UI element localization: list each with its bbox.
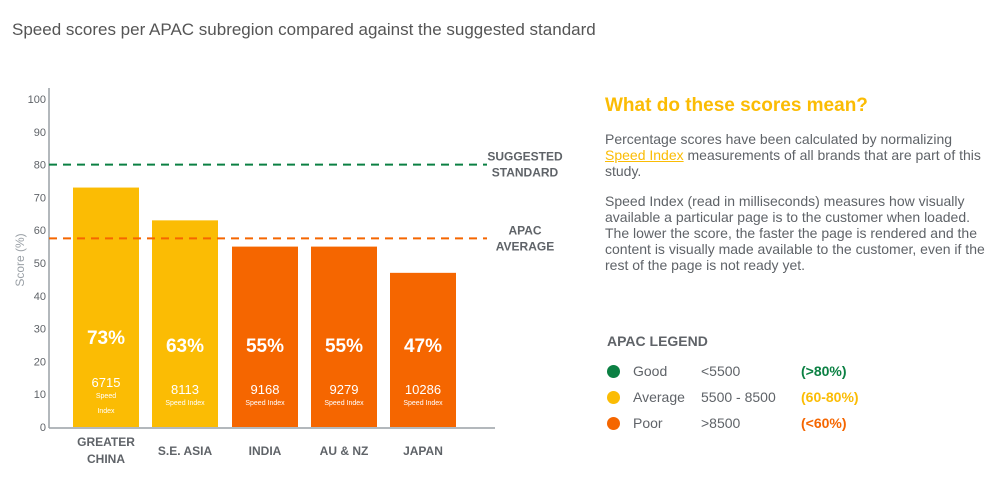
y-tick-label: 90 [34, 127, 46, 139]
speed-index-label: Speed Index [165, 400, 205, 407]
y-tick-label: 100 [28, 94, 46, 106]
reference-line-label: APAC [508, 223, 541, 237]
bar [232, 246, 298, 427]
legend-item: Average 5500 - 8500 (60-80%) [607, 384, 859, 410]
y-axis-label: Score (%) [13, 233, 27, 286]
y-tick-label: 30 [34, 324, 46, 336]
info-paragraph-2: Speed Index (read in milliseconds) measu… [605, 193, 985, 273]
x-tick-label: INDIA [249, 444, 282, 458]
x-tick-label: S.E. ASIA [158, 444, 213, 458]
legend-label: Poor [633, 415, 663, 431]
bar [311, 246, 377, 427]
speed-index-label: Index [97, 408, 115, 415]
legend-pct: (60-80%) [801, 389, 859, 405]
y-tick-label: 70 [34, 192, 46, 204]
legend-label: Average [633, 389, 685, 405]
info-text: measurements of all brands that are part… [605, 147, 981, 179]
bar-value-label: 55% [246, 336, 284, 357]
speed-index-value: 9168 [251, 382, 280, 397]
legend-range: >8500 [701, 415, 741, 431]
info-heading: What do these scores mean? [605, 95, 868, 116]
legend-label: Good [633, 363, 668, 379]
legend-dot [607, 416, 620, 430]
speed-index-value: 9279 [330, 382, 359, 397]
speed-index-value: 10286 [405, 382, 441, 397]
x-tick-label: GREATER [77, 435, 135, 449]
legend-pct: (<60%) [801, 415, 847, 431]
bar-value-label: 47% [404, 336, 442, 357]
legend-dot [607, 364, 620, 378]
legend-dot [607, 390, 620, 404]
y-tick-label: 0 [40, 422, 46, 434]
x-tick-label: CHINA [87, 452, 125, 466]
bar [152, 220, 218, 427]
legend: APAC LEGEND Good <5500 (>80%) Average 5500 -… [607, 333, 859, 436]
y-tick-label: 80 [34, 160, 46, 172]
speed-index-label: Speed [96, 393, 116, 400]
bar-value-label: 73% [87, 328, 125, 349]
y-tick-label: 10 [34, 389, 46, 401]
speed-index-label: Speed Index [403, 400, 443, 407]
speed-index-value: 6715 [92, 375, 121, 390]
speed-index-value: 8113 [171, 382, 199, 397]
page-title: Speed scores per APAC subregion compared… [12, 20, 596, 39]
y-tick-label: 60 [34, 225, 46, 237]
legend-item: Poor >8500 (<60%) [607, 410, 859, 436]
bar [73, 187, 139, 427]
reference-line-label: SUGGESTED [487, 150, 563, 164]
x-tick-label: AU & NZ [320, 444, 369, 458]
speed-index-link[interactable]: Speed Index [605, 147, 684, 163]
legend-title: APAC LEGEND [607, 333, 708, 349]
reference-line-label: AVERAGE [496, 239, 554, 253]
y-tick-label: 20 [34, 356, 46, 368]
info-text: Percentage scores have been calculated b… [605, 131, 953, 147]
bar [390, 272, 456, 427]
reference-line-label: STANDARD [492, 166, 559, 180]
y-tick-label: 50 [34, 258, 46, 270]
legend-pct: (>80%) [801, 363, 847, 379]
bar-value-label: 63% [166, 336, 204, 357]
x-tick-label: JAPAN [403, 444, 443, 458]
y-tick-label: 40 [34, 291, 46, 303]
legend-range: 5500 - 8500 [701, 389, 776, 405]
legend-range: <5500 [701, 363, 741, 379]
speed-index-label: Speed Index [324, 400, 364, 407]
speed-index-label: Speed Index [245, 400, 285, 407]
info-panel: What do these scores mean? Percentage sc… [605, 95, 990, 287]
bar-value-label: 55% [325, 336, 363, 357]
info-paragraph-1: Percentage scores have been calculated b… [605, 131, 990, 179]
legend-item: Good <5500 (>80%) [607, 358, 859, 384]
